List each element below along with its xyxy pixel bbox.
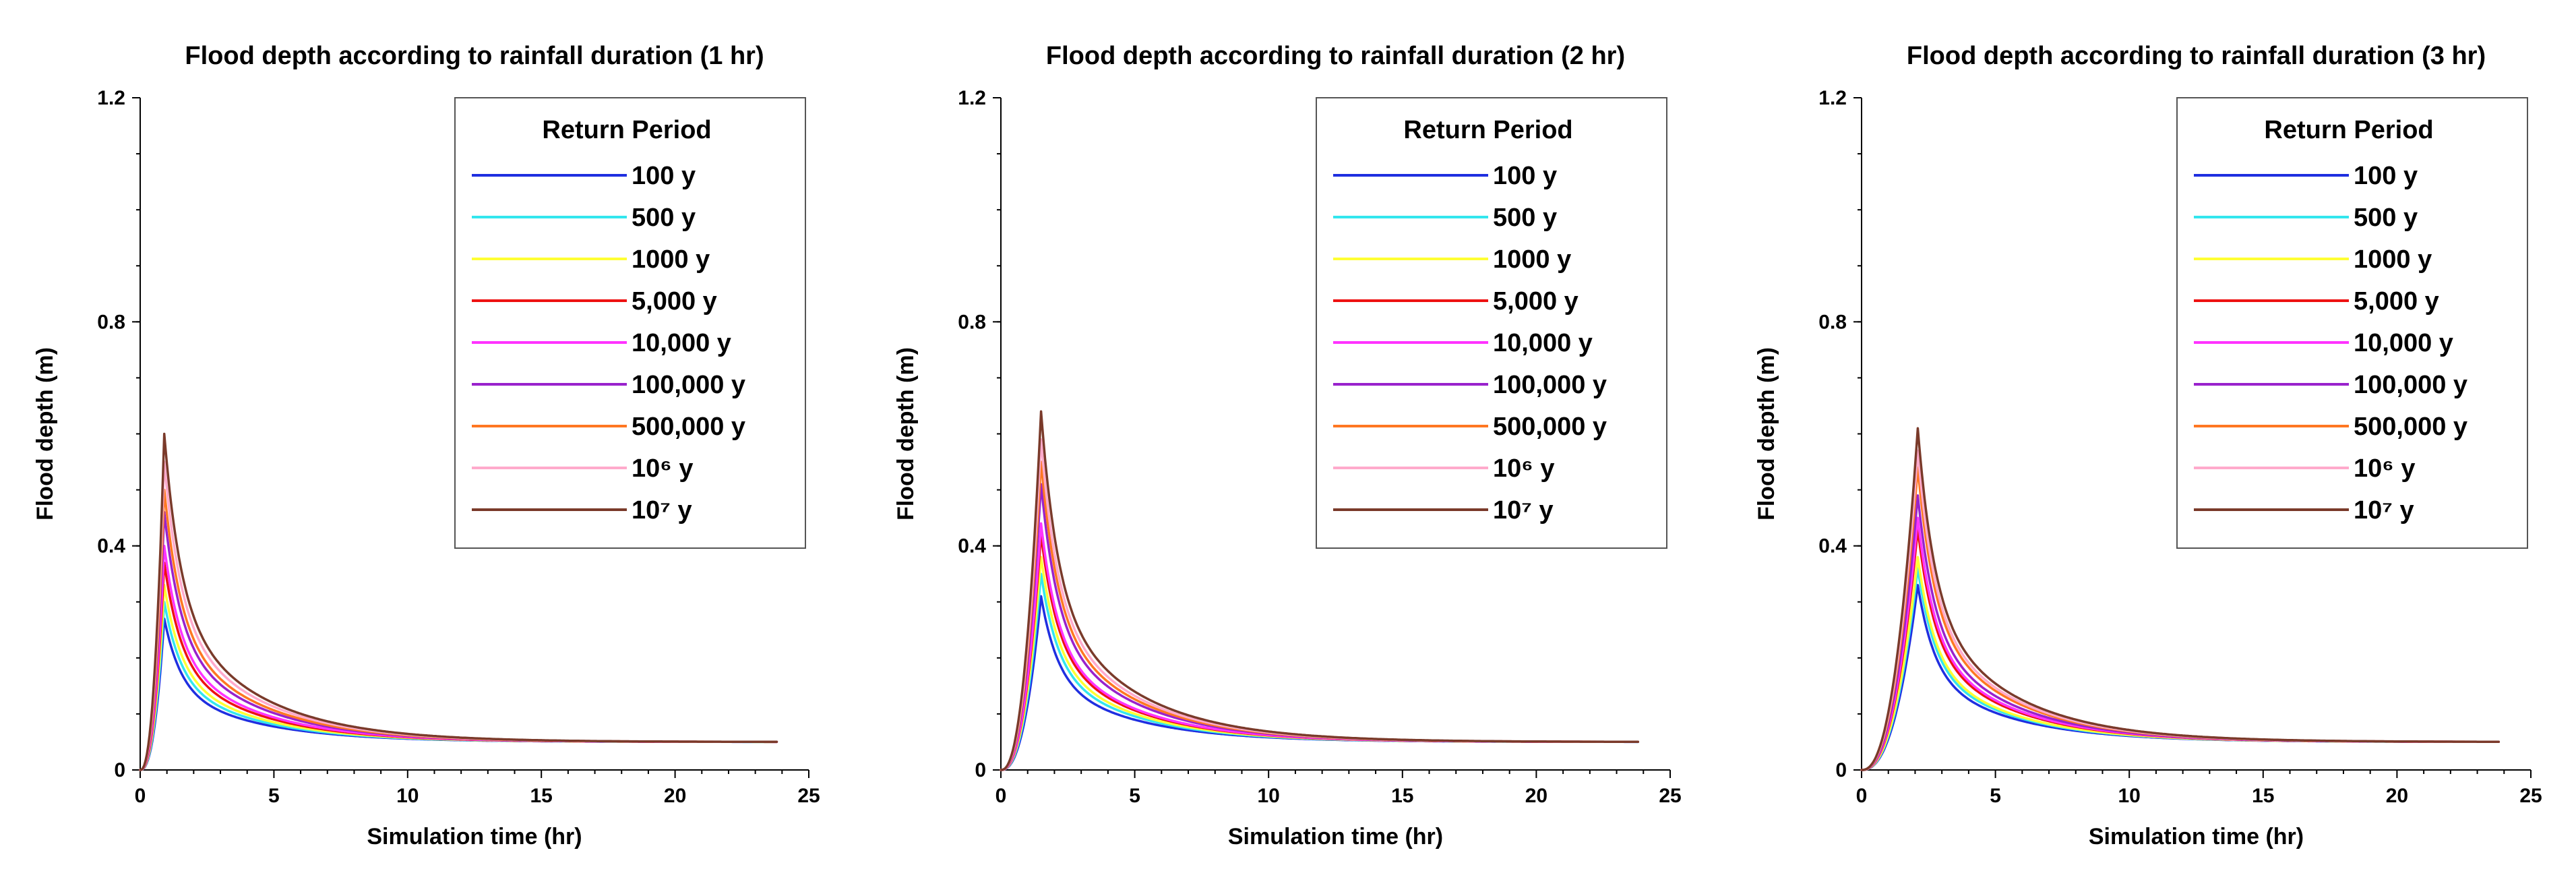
legend-box: [2176, 97, 2528, 549]
x-tick-label: 10: [1258, 785, 1280, 807]
y-tick-label: 0: [1835, 759, 1847, 781]
y-tick-label: 0.8: [97, 311, 125, 333]
x-tick-label: 20: [2386, 785, 2408, 807]
x-tick-label: 0: [135, 785, 146, 807]
y-tick-label: 1.2: [958, 87, 986, 109]
y-tick-label: 0.8: [1818, 311, 1847, 333]
series-line-4: [1000, 533, 1640, 771]
legend-label: 1000 y: [632, 245, 710, 274]
series-line-9: [1860, 427, 2501, 771]
legend-label: 10⁶ y: [1493, 454, 1554, 483]
x-tick-label: 25: [2519, 785, 2542, 807]
x-tick-label: 25: [1659, 785, 1681, 807]
legend-label: 500,000 y: [632, 413, 745, 441]
legend-label: 10⁷ y: [632, 496, 692, 525]
series-line-9: [139, 432, 778, 771]
legend-label: 100,000 y: [2354, 371, 2467, 399]
legend-title: Return Period: [542, 116, 711, 144]
chart-panel-1: Flood depth according to rainfall durati…: [32, 42, 820, 850]
legend-label: 100,000 y: [632, 371, 745, 399]
legend-label: 1000 y: [2354, 245, 2432, 274]
x-tick-label: 10: [396, 785, 419, 807]
legend-label: 500 y: [1493, 204, 1557, 232]
legend-label: 10⁷ y: [1493, 496, 1554, 525]
chart-panel-2: Flood depth according to rainfall durati…: [893, 42, 1682, 850]
y-tick-label: 0: [114, 759, 125, 781]
x-tick-label: 0: [995, 785, 1007, 807]
chart-title: Flood depth according to rainfall durati…: [1046, 42, 1625, 70]
legend-title: Return Period: [1403, 116, 1572, 144]
x-tick-label: 25: [797, 785, 820, 807]
chart-title: Flood depth according to rainfall durati…: [185, 42, 764, 70]
legend-box: [1316, 97, 1667, 549]
series-line-9: [1000, 410, 1640, 771]
x-tick-label: 5: [1990, 785, 2001, 807]
x-axis-label: Simulation time (hr): [2089, 824, 2304, 850]
x-tick-label: 5: [1129, 785, 1140, 807]
x-tick-label: 15: [2252, 785, 2274, 807]
y-tick-label: 1.2: [97, 87, 125, 109]
legend-label: 500,000 y: [2354, 413, 2467, 441]
x-axis-label: Simulation time (hr): [367, 824, 582, 850]
legend-label: 100 y: [2354, 162, 2418, 190]
legend-label: 10⁷ y: [2354, 496, 2414, 525]
y-tick-label: 0.8: [958, 311, 986, 333]
x-tick-label: 5: [268, 785, 280, 807]
y-axis-label: Flood depth (m): [32, 347, 58, 520]
y-axis-label: Flood depth (m): [893, 347, 919, 520]
legend-label: 10,000 y: [2354, 329, 2453, 357]
legend-label: 100 y: [1493, 162, 1557, 190]
y-tick-label: 0.4: [1818, 535, 1847, 558]
legend-label: 5,000 y: [1493, 287, 1578, 316]
series-line-1: [1000, 595, 1640, 771]
x-axis-label: Simulation time (hr): [1228, 824, 1443, 850]
legend-label: 10,000 y: [632, 329, 731, 357]
legend-label: 500,000 y: [1493, 413, 1607, 441]
x-tick-label: 15: [530, 785, 553, 807]
y-axis-label: Flood depth (m): [1754, 347, 1779, 520]
x-tick-label: 0: [1856, 785, 1868, 807]
legend-label: 10,000 y: [1493, 329, 1593, 357]
legend-label: 10⁶ y: [2354, 454, 2415, 483]
x-tick-label: 10: [2118, 785, 2141, 807]
legend-label: 500 y: [2354, 204, 2418, 232]
legend-label: 5,000 y: [632, 287, 717, 316]
chart-title: Flood depth according to rainfall durati…: [1907, 42, 2486, 70]
legend-label: 5,000 y: [2354, 287, 2439, 316]
legend-box: [454, 97, 806, 549]
y-tick-label: 0.4: [97, 535, 125, 558]
y-tick-label: 0: [975, 759, 986, 781]
y-tick-label: 1.2: [1818, 87, 1847, 109]
chart-panel-3: Flood depth according to rainfall durati…: [1754, 42, 2542, 850]
legend-title: Return Period: [2264, 116, 2433, 144]
legend-label: 100 y: [632, 162, 696, 190]
series-line-6: [139, 511, 778, 771]
series-line-5: [1000, 522, 1640, 771]
x-tick-label: 15: [1391, 785, 1413, 807]
legend-label: 1000 y: [1493, 245, 1571, 274]
legend-label: 10⁶ y: [632, 454, 693, 483]
legend-label: 500 y: [632, 204, 696, 232]
legend-label: 100,000 y: [1493, 371, 1607, 399]
y-tick-label: 0.4: [958, 535, 986, 558]
x-tick-label: 20: [1525, 785, 1547, 807]
x-tick-label: 20: [664, 785, 686, 807]
